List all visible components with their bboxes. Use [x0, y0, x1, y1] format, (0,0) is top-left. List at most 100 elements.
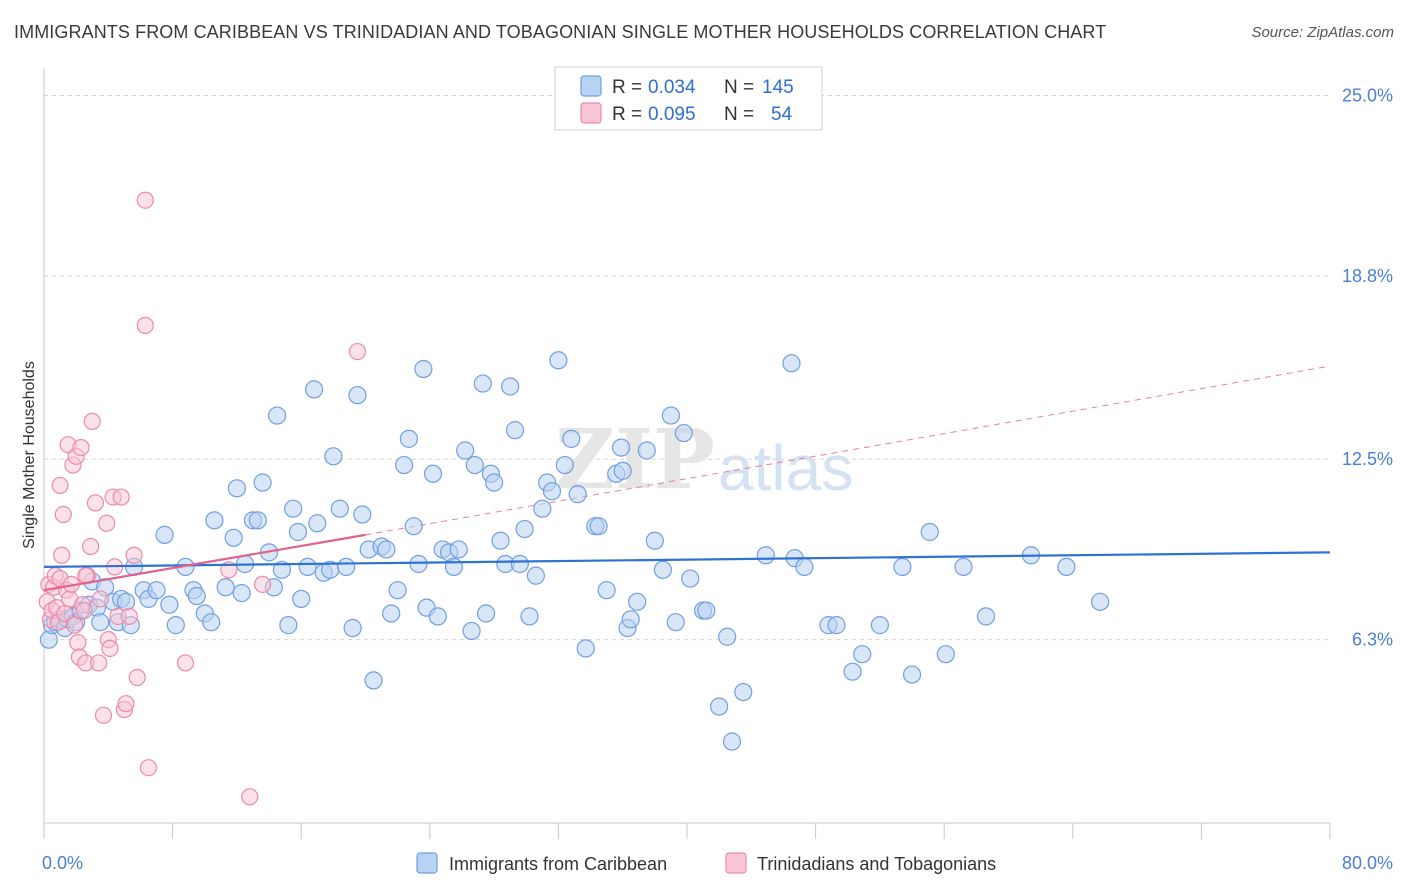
caribbean-point-83 — [485, 473, 504, 492]
caribbean-point-132 — [902, 665, 922, 684]
trinidadian-point-31 — [94, 706, 113, 724]
trinidadian-point-19 — [69, 633, 87, 652]
caribbean-point-110 — [645, 531, 664, 550]
caribbean-point-130 — [870, 616, 890, 635]
caribbean-point-60 — [364, 671, 383, 690]
trinidadian-point-26 — [82, 537, 100, 556]
caribbean-point-48 — [298, 557, 317, 577]
caribbean-point-72 — [428, 607, 447, 626]
caribbean-point-102 — [597, 581, 616, 600]
caribbean-point-104 — [611, 438, 631, 457]
caribbean-point-119 — [718, 627, 737, 646]
x-tick-label-1: 80.0% — [1342, 853, 1393, 873]
caribbean-point-24 — [160, 595, 179, 614]
y-axis-label: Single Mother Households — [21, 361, 38, 549]
caribbean-point-121 — [734, 682, 753, 702]
legend: R = 0.034 N = 145 R = 0.095 N = 54 — [554, 66, 823, 131]
caribbean-point-131 — [893, 557, 912, 577]
caribbean-point-84 — [491, 531, 510, 550]
caribbean-point-67 — [404, 517, 423, 536]
caribbean-point-108 — [628, 592, 647, 611]
caribbean-point-111 — [653, 560, 672, 579]
caribbean-point-77 — [456, 441, 475, 460]
trinidadian-trend-line — [43, 533, 366, 592]
trinidadian-point-44 — [136, 316, 154, 334]
caribbean-point-28 — [187, 586, 206, 606]
caribbean-point-65 — [394, 455, 414, 475]
caribbean-point-122 — [756, 546, 775, 565]
caribbean-point-44 — [279, 616, 298, 635]
caribbean-point-92 — [533, 499, 552, 518]
trinidadian-point-43 — [128, 668, 146, 687]
trinidadian-point-21 — [72, 438, 90, 457]
trinidadian-point-23 — [75, 601, 93, 620]
caribbean-point-78 — [462, 621, 481, 641]
caribbean-point-49 — [304, 380, 324, 399]
caribbean-point-30 — [202, 613, 221, 632]
caribbean-point-81 — [476, 604, 496, 623]
caribbean-point-75 — [444, 557, 464, 577]
watermark-atlas: atlas — [718, 432, 853, 504]
caribbean-point-114 — [674, 423, 693, 443]
caribbean-point-71 — [423, 464, 443, 483]
caribbean-point-136 — [976, 607, 996, 626]
trinidadian-point-30 — [91, 590, 109, 608]
caribbean-point-94 — [542, 482, 562, 501]
caribbean-point-12 — [91, 613, 110, 632]
caribbean-point-35 — [232, 583, 251, 603]
caribbean-point-47 — [292, 589, 311, 609]
caribbean-point-34 — [227, 479, 246, 498]
caribbean-point-105 — [613, 461, 632, 480]
y-tick-label-3: 25.0% — [1342, 85, 1393, 105]
caribbean-point-123 — [782, 354, 801, 373]
trinidadian-point-51 — [348, 342, 367, 361]
legend-r-label-0: R = — [612, 77, 642, 98]
trinidadian-point-52 — [51, 476, 69, 495]
caribbean-trend-line — [43, 551, 1331, 569]
bottom-legend: Immigrants from Caribbean Trinidadians a… — [416, 852, 996, 874]
trinidadian-point-38 — [112, 488, 130, 506]
bottom-legend-swatch-trinidadian — [725, 852, 747, 874]
caribbean-point-120 — [722, 732, 742, 751]
caribbean-point-58 — [353, 505, 372, 524]
trend-lines — [43, 533, 1331, 592]
legend-n-label-1: N = — [724, 104, 754, 125]
caribbean-point-53 — [324, 447, 343, 466]
caribbean-point-138 — [1057, 557, 1076, 577]
caribbean-point-63 — [382, 604, 401, 623]
caribbean-point-127 — [827, 616, 846, 635]
legend-swatch-caribbean — [580, 75, 602, 97]
caribbean-point-133 — [920, 522, 939, 542]
legend-n-value-0: 145 — [762, 77, 794, 98]
caribbean-point-25 — [166, 616, 185, 635]
caribbean-point-112 — [661, 406, 681, 425]
caribbean-point-88 — [510, 554, 529, 574]
caribbean-point-91 — [526, 566, 545, 585]
caribbean-point-113 — [666, 613, 685, 632]
caribbean-point-43 — [272, 560, 292, 579]
caribbean-point-22 — [147, 581, 166, 600]
caribbean-point-134 — [936, 645, 955, 664]
caribbean-point-89 — [515, 519, 534, 539]
legend-swatch-trinidadian — [580, 102, 602, 124]
caribbean-point-42 — [267, 406, 287, 425]
chart-source: Source: ZipAtlas.com — [1251, 24, 1394, 41]
trinidadian-point-47 — [176, 654, 195, 672]
caribbean-point-101 — [589, 517, 608, 536]
legend-r-label-1: R = — [612, 104, 642, 125]
caribbean-point-87 — [505, 421, 525, 440]
caribbean-point-39 — [253, 473, 272, 492]
caribbean-point-117 — [697, 601, 716, 620]
trinidadian-point-45 — [136, 191, 154, 209]
caribbean-point-54 — [330, 499, 349, 518]
chart-title: IMMIGRANTS FROM CARIBBEAN VS TRINIDADIAN… — [14, 22, 1107, 42]
caribbean-point-98 — [568, 485, 587, 504]
caribbean-point-128 — [843, 662, 862, 681]
caribbean-point-97 — [562, 429, 581, 448]
trinidadian-point-41 — [120, 607, 138, 625]
y-tick-labels: 6.3% 12.5% 18.8% 25.0% — [1342, 85, 1393, 649]
trinidadian-point-27 — [83, 412, 101, 430]
caribbean-point-95 — [549, 351, 568, 370]
caribbean-point-115 — [681, 569, 700, 588]
